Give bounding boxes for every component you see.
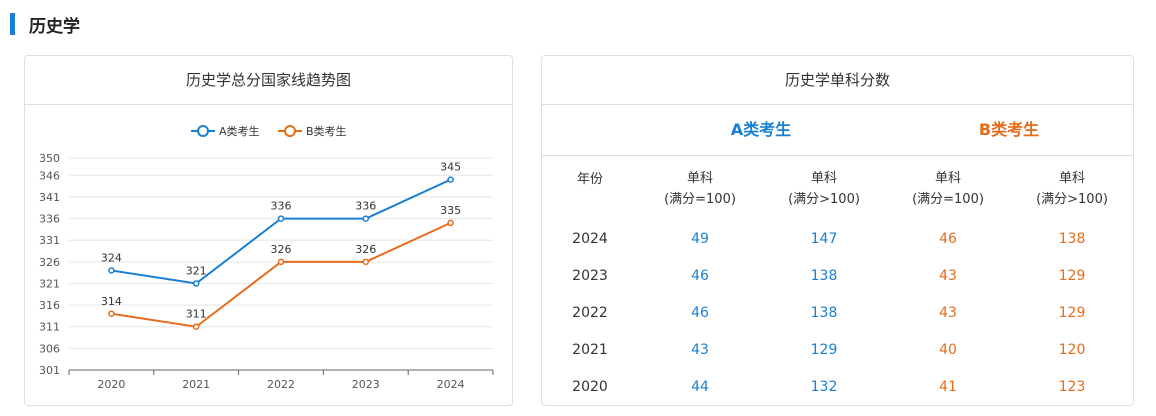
data-label: 336 bbox=[355, 200, 376, 213]
data-label: 345 bbox=[440, 161, 461, 174]
data-point bbox=[108, 267, 115, 274]
b-score-over100-cell: 138 bbox=[1058, 231, 1086, 247]
data-label: 314 bbox=[101, 295, 122, 308]
b-score-100-cell: 43 bbox=[939, 268, 957, 284]
b-score-100-cell: 43 bbox=[939, 305, 957, 321]
header-line: (满分=100) bbox=[664, 192, 736, 207]
a-score-over100-cell: 132 bbox=[810, 379, 838, 395]
data-label: 335 bbox=[440, 204, 461, 217]
a-score-100-cell: 49 bbox=[691, 231, 709, 247]
a-score-100-cell: 44 bbox=[691, 379, 709, 395]
table-card-title: 历史学单科分数 bbox=[542, 56, 1133, 105]
header-line: (满分>100) bbox=[788, 192, 860, 207]
data-label: 326 bbox=[355, 243, 376, 256]
section-header: 历史学 bbox=[10, 12, 80, 37]
category-b-label: B类考生 bbox=[978, 120, 1040, 139]
year-cell: 2020 bbox=[572, 379, 608, 395]
b-score-100-cell: 41 bbox=[939, 379, 957, 395]
a-score-100-cell: 46 bbox=[691, 305, 709, 321]
header-line: (满分=100) bbox=[912, 192, 984, 207]
col-b-single-over100-header: 单科 (满分>100) bbox=[1010, 168, 1133, 210]
b-score-over100-cell: 123 bbox=[1058, 379, 1086, 395]
y-tick-label: 306 bbox=[39, 342, 60, 355]
series-line bbox=[111, 178, 452, 285]
header-line: (满分>100) bbox=[1036, 192, 1108, 207]
data-point bbox=[362, 215, 370, 222]
data-point bbox=[192, 323, 200, 330]
data-point bbox=[447, 176, 454, 183]
data-label: 324 bbox=[101, 251, 122, 264]
legend-label: A类考生 bbox=[219, 124, 260, 138]
data-label: 321 bbox=[186, 264, 207, 277]
b-score-over100-cell: 120 bbox=[1058, 342, 1086, 358]
b-score-over100-cell: 129 bbox=[1058, 268, 1086, 284]
y-tick-label: 331 bbox=[39, 234, 60, 247]
category-header-row: A类考生 B类考生 bbox=[542, 105, 1133, 156]
line-chart: 301 306 311 316 321 326 331 336 341 346 350 2020 202… bbox=[39, 124, 494, 391]
col-b-single-100-header: 单科 (满分=100) bbox=[886, 168, 1010, 210]
a-score-over100-cell: 147 bbox=[810, 231, 838, 247]
series-line bbox=[111, 221, 452, 328]
year-cell: 2024 bbox=[572, 231, 608, 247]
y-tick-label: 301 bbox=[39, 364, 60, 377]
a-score-100-cell: 43 bbox=[691, 342, 709, 358]
b-score-over100-cell: 129 bbox=[1058, 305, 1086, 321]
section-accent-bar bbox=[10, 13, 15, 35]
data-point bbox=[277, 215, 285, 222]
year-cell: 2021 bbox=[572, 342, 608, 358]
x-tick-label: 2022 bbox=[267, 378, 295, 391]
y-tick-label: 341 bbox=[39, 191, 60, 204]
data-label: 311 bbox=[186, 308, 207, 321]
header-line: 单科 bbox=[934, 171, 961, 186]
x-tick-label: 2021 bbox=[182, 378, 210, 391]
y-tick-label: 336 bbox=[39, 213, 60, 226]
legend-label: B类考生 bbox=[306, 124, 347, 138]
b-score-100-cell: 40 bbox=[939, 342, 957, 358]
header-line: 单科 bbox=[1058, 171, 1085, 186]
data-point bbox=[362, 258, 370, 266]
year-cell: 2023 bbox=[572, 268, 608, 284]
data-point bbox=[277, 258, 285, 266]
section-title: 历史学 bbox=[29, 16, 80, 37]
y-tick-label: 346 bbox=[39, 169, 60, 182]
data-label: 336 bbox=[271, 200, 292, 213]
chart-card-title: 历史学总分国家线趋势图 bbox=[25, 56, 512, 105]
x-tick-label: 2023 bbox=[352, 378, 380, 391]
data-label: 326 bbox=[271, 243, 292, 256]
col-a-single-over100-header: 单科 (满分>100) bbox=[762, 168, 886, 210]
score-table-card: 历史学单科分数 A类考生 B类考生 年份 单科 (满分=100) 单科 (满分>… bbox=[541, 55, 1134, 406]
y-tick-label: 326 bbox=[39, 256, 60, 269]
x-tick-label: 2020 bbox=[97, 378, 125, 391]
a-score-over100-cell: 138 bbox=[810, 268, 838, 284]
y-tick-label: 321 bbox=[39, 277, 60, 290]
a-score-over100-cell: 138 bbox=[810, 305, 838, 321]
y-tick-label: 350 bbox=[39, 152, 60, 165]
header-line: 单科 bbox=[810, 171, 837, 186]
chart-card: 历史学总分国家线趋势图 301 306 311 316 321 326 331 336 341 3… bbox=[24, 55, 513, 406]
category-a-label: A类考生 bbox=[730, 120, 792, 139]
data-point bbox=[192, 280, 200, 287]
a-score-100-cell: 46 bbox=[691, 268, 709, 284]
year-cell: 2022 bbox=[572, 305, 608, 321]
y-tick-label: 311 bbox=[39, 321, 60, 334]
year-column-header: 年份 bbox=[576, 172, 603, 187]
legend-marker bbox=[284, 125, 296, 137]
header-line: 单科 bbox=[686, 171, 713, 186]
data-point bbox=[447, 219, 454, 227]
legend-marker bbox=[197, 125, 209, 137]
data-point bbox=[108, 310, 115, 318]
a-score-over100-cell: 129 bbox=[810, 342, 838, 358]
y-tick-label: 316 bbox=[39, 299, 60, 312]
col-a-single-100-header: 单科 (满分=100) bbox=[638, 168, 762, 210]
b-score-100-cell: 46 bbox=[939, 231, 957, 247]
x-tick-label: 2024 bbox=[437, 378, 465, 391]
